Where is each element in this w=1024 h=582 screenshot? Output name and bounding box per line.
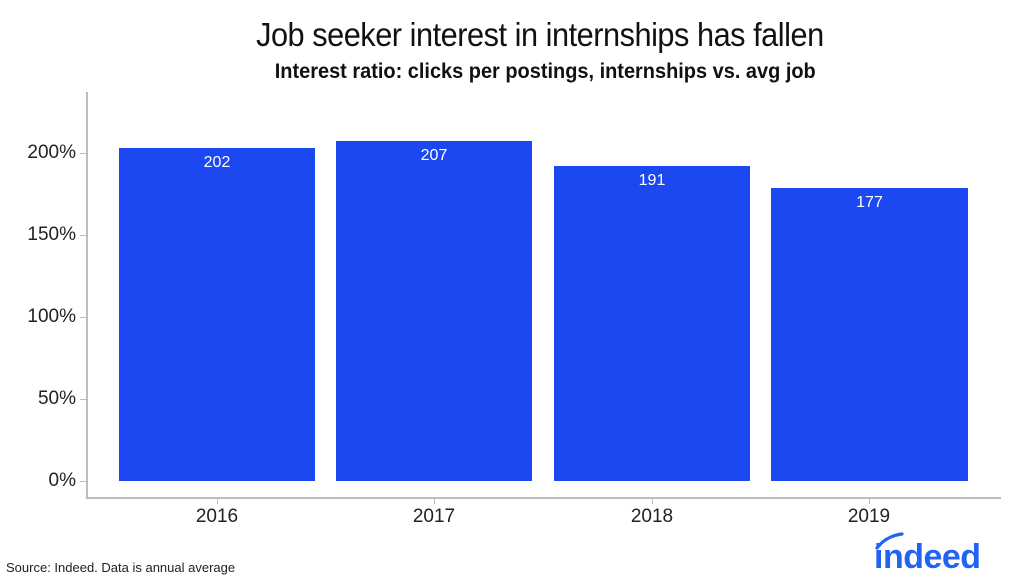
- x-axis-line: [86, 497, 1001, 499]
- indeed-logo-icon: indeed: [874, 532, 981, 576]
- indeed-logo-text: indeed: [874, 538, 981, 574]
- bar-value-label: 207: [420, 147, 448, 164]
- x-tick: [217, 499, 218, 504]
- y-tick: [80, 235, 86, 236]
- chart-subtitle: Interest ratio: clicks per postings, int…: [274, 60, 816, 83]
- y-tick-label: 0%: [48, 470, 76, 491]
- bar-value-label: 202: [203, 154, 231, 171]
- y-tick-label: 100%: [27, 306, 76, 327]
- y-tick: [80, 153, 86, 154]
- x-tick-label: 2018: [630, 506, 674, 527]
- y-axis-line: [86, 92, 88, 499]
- chart-title: Job seeker interest in internships has f…: [256, 16, 824, 53]
- x-tick: [434, 499, 435, 504]
- y-tick: [80, 399, 86, 400]
- y-tick-label: 200%: [27, 142, 76, 163]
- x-tick: [652, 499, 653, 504]
- y-tick: [80, 481, 86, 482]
- bar-2017[interactable]: 207: [336, 141, 532, 481]
- bar-2019[interactable]: 177: [771, 188, 968, 481]
- bar-2018[interactable]: 191: [554, 166, 750, 481]
- x-tick-label: 2019: [847, 506, 891, 527]
- x-tick: [869, 499, 870, 504]
- y-tick-label: 150%: [27, 224, 76, 245]
- bar-value-label: 191: [638, 172, 666, 189]
- y-tick-label: 50%: [37, 388, 76, 409]
- indeed-logo: indeed: [874, 532, 1004, 579]
- bar-value-label: 177: [856, 194, 883, 211]
- y-tick: [80, 317, 86, 318]
- x-tick-label: 2016: [195, 506, 239, 527]
- x-tick-label: 2017: [412, 506, 456, 527]
- bar-2016[interactable]: 202: [119, 148, 315, 481]
- source-note: Source: Indeed. Data is annual average: [6, 560, 236, 575]
